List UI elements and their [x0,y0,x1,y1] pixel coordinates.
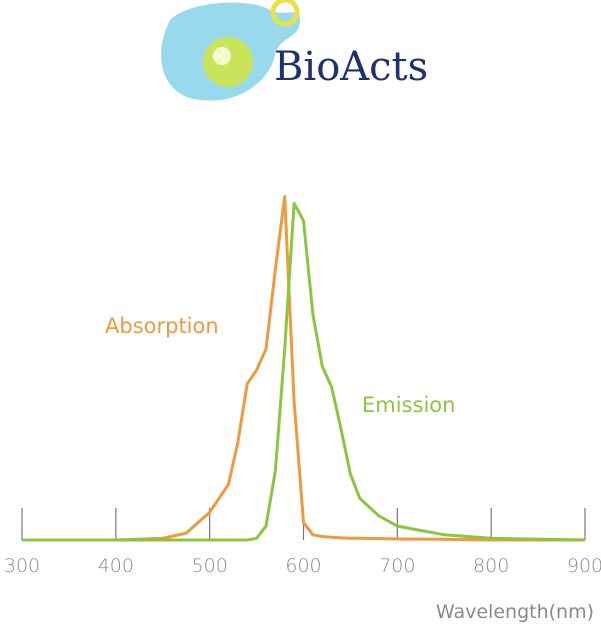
x-tick-label: 700 [379,555,415,577]
series-line [22,195,585,542]
logo: BioActs [161,0,428,101]
x-tick-label: 800 [473,555,509,577]
series-label: Emission [362,393,455,417]
x-tick-label: 900 [567,555,601,577]
x-tick-label: 500 [192,555,228,577]
series-line [22,201,586,542]
x-tick-label: 400 [98,555,134,577]
series-label: Absorption [105,314,219,338]
logo-highlight [213,47,231,65]
x-tick-label: 600 [285,555,321,577]
x-axis-title: Wavelength(nm) [436,601,594,623]
x-tick-label: 300 [4,555,40,577]
logo-ring [270,0,300,27]
logo-text: BioActs [274,44,428,90]
